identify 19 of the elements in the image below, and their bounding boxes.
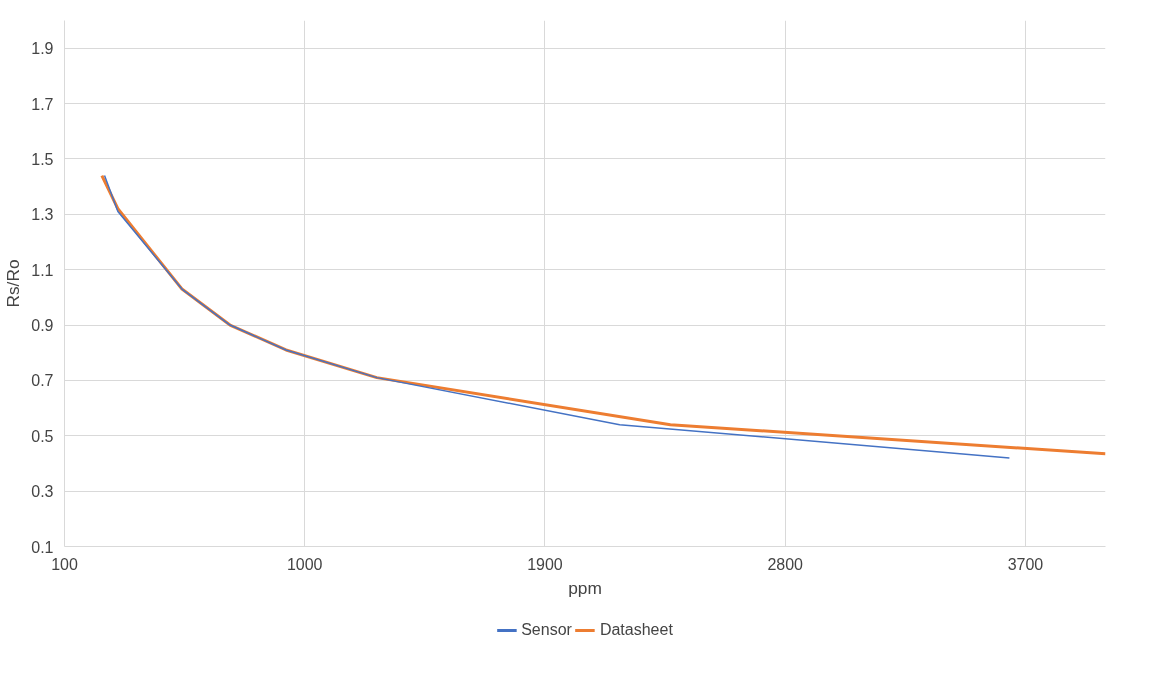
legend-label: Sensor <box>521 621 572 639</box>
x-tick-label: 1900 <box>527 555 563 573</box>
y-axis-title: Rs/Ro <box>3 259 24 308</box>
x-tick-label: 2800 <box>767 555 804 573</box>
x-tick-label: 3700 <box>1007 555 1044 573</box>
y-tick-label: 1.3 <box>31 206 54 224</box>
y-tick-label: 0.5 <box>31 427 54 445</box>
x-tick-label: 100 <box>51 555 78 573</box>
legend-label: Datasheet <box>599 621 673 639</box>
y-tick-label: 1.1 <box>31 261 54 279</box>
y-tick-label: 0.3 <box>31 483 54 501</box>
x-tick-label: 1000 <box>286 555 323 573</box>
x-axis-title: ppm <box>568 577 602 598</box>
y-tick-label: 1.9 <box>31 40 54 58</box>
y-tick-label: 0.7 <box>31 372 54 390</box>
y-tick-label: 1.5 <box>31 150 54 168</box>
y-tick-label: 0.9 <box>31 317 54 335</box>
y-tick-label: 0.1 <box>31 538 54 556</box>
y-tick-label: 1.7 <box>31 95 54 113</box>
